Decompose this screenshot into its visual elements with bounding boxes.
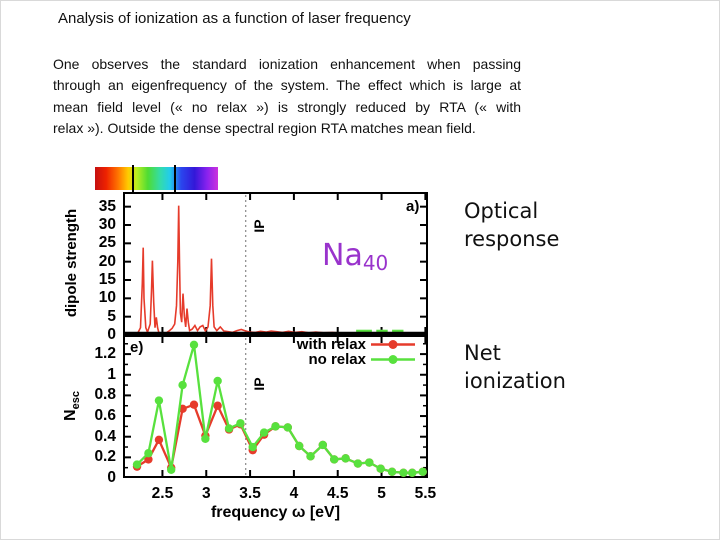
legend-marker-no-relax xyxy=(371,355,415,364)
y-tick-label: 0.4 xyxy=(94,427,116,445)
na40-label: Na40 xyxy=(322,238,389,275)
x-tick-label: 4.5 xyxy=(326,485,349,502)
ionization-potential-label-e: IP xyxy=(251,377,267,391)
optical-response-label: Optical response xyxy=(464,199,560,251)
legend-label-with-relax: with relax xyxy=(296,336,366,353)
panel-e-plot xyxy=(123,335,428,478)
y-tick-label: 20 xyxy=(98,252,116,270)
y-tick-label: 1 xyxy=(107,365,116,383)
ionization-potential-label-a: IP xyxy=(251,219,267,233)
slide-title: Analysis of ionization as a function of … xyxy=(58,10,411,27)
y-tick-label: 15 xyxy=(98,271,116,288)
panel-a-plot xyxy=(123,192,428,335)
y-tick-label: 5 xyxy=(107,307,116,325)
x-tick-label: 3 xyxy=(201,485,211,502)
spectrum-tick-mark xyxy=(174,165,176,192)
y-tick-label: 1.2 xyxy=(94,345,116,363)
y-tick-label: 0 xyxy=(107,326,116,343)
paragraph-line: relax »). Outside the dense spectral reg… xyxy=(53,120,476,137)
y-tick-label: 10 xyxy=(98,289,116,307)
x-tick-label: 2.5 xyxy=(151,485,174,502)
net-ionization-label: Net ionization xyxy=(464,341,566,393)
y-tick-label: 35 xyxy=(98,197,116,215)
panel-e-letter: e) xyxy=(130,339,144,356)
y-tick-label: 0.8 xyxy=(94,386,116,404)
body-paragraph: One observes the standard ionization enh… xyxy=(53,54,521,140)
y-tick-label: 0 xyxy=(107,469,116,486)
legend-marker-with-relax xyxy=(371,340,415,349)
panel-a-letter: a) xyxy=(406,198,420,215)
x-axis-title: frequency ω [eV] xyxy=(210,504,341,521)
x-tick-label: 5 xyxy=(377,485,386,502)
legend-label-no-relax: no relax xyxy=(308,351,366,368)
y-tick-label: 0.2 xyxy=(94,448,116,466)
paragraph-line: through an eigenfrequency of the system.… xyxy=(53,77,521,94)
x-tick-label: 5.5 xyxy=(414,485,437,502)
y-tick-label: 25 xyxy=(98,234,116,252)
paragraph-line: One observes the standard ionization enh… xyxy=(53,56,521,72)
panel-e-y-axis-title: Nesc xyxy=(62,391,82,421)
visible-spectrum-bar xyxy=(95,165,218,192)
x-tick-label: 3.5 xyxy=(239,485,261,502)
y-tick-label: 30 xyxy=(98,216,116,233)
spectrum-tick-mark xyxy=(132,165,134,192)
y-tick-label: 0.6 xyxy=(94,407,116,425)
paragraph-line: mean field level (« no relax ») is stron… xyxy=(53,98,521,115)
x-tick-label: 4 xyxy=(289,485,299,502)
panel-a-y-axis-title: dipole strength xyxy=(63,208,80,318)
